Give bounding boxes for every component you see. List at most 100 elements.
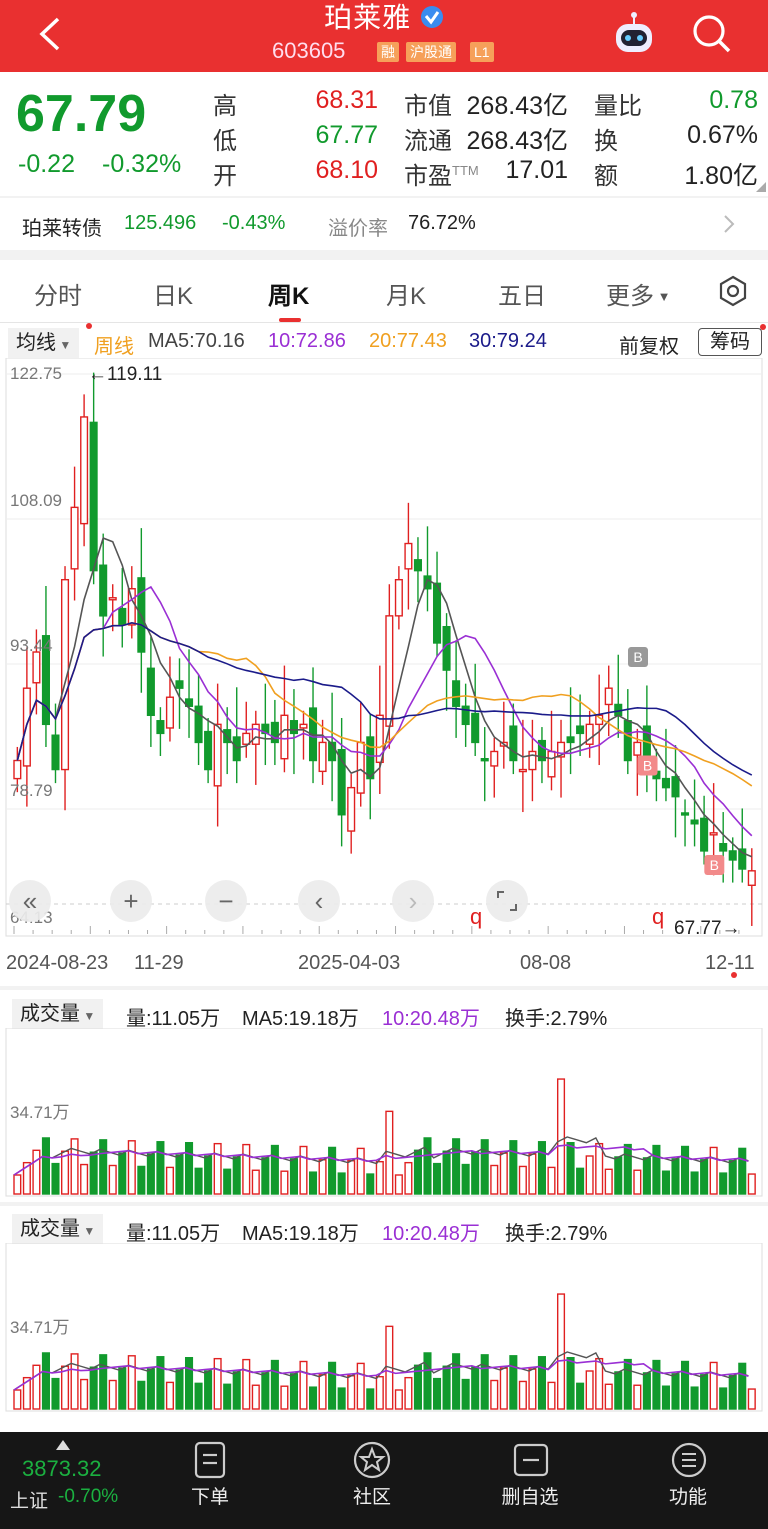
volume-bar (13, 1174, 22, 1195)
candle-body (299, 723, 308, 729)
volume-y-label: 34.71万 (10, 1318, 70, 1337)
volume-bar (499, 1152, 508, 1195)
tab-monthly-k[interactable]: 月K (386, 283, 427, 310)
candle-body (70, 506, 79, 570)
chips-button[interactable]: 筹码 (698, 328, 762, 356)
volume-bar (80, 1163, 89, 1195)
volume-bar (480, 1139, 489, 1195)
verified-icon (420, 6, 443, 28)
scroll-start-button[interactable]: « (9, 880, 51, 922)
candle-body (89, 421, 98, 572)
scroll-right-button[interactable]: › (392, 880, 434, 922)
pe-label: 市盈TTM (404, 156, 479, 191)
nav-community[interactable]: 社区 (352, 1487, 391, 1508)
level-tag: L1 (470, 42, 494, 62)
volume-bar (175, 1154, 184, 1195)
volume-bar (137, 1380, 146, 1410)
volume-ma10-line (13, 1144, 749, 1176)
y-label-3: 93.44 (10, 636, 53, 655)
volume-bar (165, 1166, 174, 1195)
back-icon[interactable] (36, 16, 64, 52)
settings-hexagon-icon[interactable] (716, 274, 750, 308)
turnover-rate: 换手:2.79% (505, 1223, 608, 1245)
volume-bar (518, 1165, 527, 1195)
volume-bar (595, 1357, 604, 1410)
volume-bar (509, 1355, 518, 1410)
remove-watchlist-icon[interactable] (512, 1442, 550, 1478)
candle-body (204, 730, 213, 771)
order-icon[interactable] (192, 1440, 228, 1480)
ma10-line (16, 585, 753, 837)
buy-marker-label: B (710, 857, 719, 873)
candle-body (690, 819, 699, 825)
candle-body (289, 720, 298, 735)
volume-bar (156, 1356, 165, 1410)
candle-body (661, 777, 670, 789)
volume-bar (680, 1145, 690, 1195)
volume-chart-2[interactable] (0, 1243, 768, 1413)
volume-bar (442, 1365, 451, 1410)
volume-bar (642, 1372, 651, 1410)
volume-bar (289, 1158, 298, 1195)
candle-body (490, 750, 499, 767)
nav-order[interactable]: 下单 (190, 1487, 229, 1508)
volume-dropdown-label: 成交量 (20, 1003, 80, 1025)
period-label: 周线 (94, 336, 134, 358)
index-value[interactable]: 3873.32 (22, 1456, 102, 1481)
candle-body (347, 786, 356, 832)
candle-body (604, 687, 613, 706)
volume-bar (337, 1172, 346, 1195)
candle-body (566, 736, 575, 744)
zoom-in-button[interactable]: + (110, 880, 152, 922)
fullscreen-button[interactable] (486, 880, 528, 922)
volume-bar (80, 1378, 89, 1410)
volume-ma5: MA5:19.18万 (242, 1223, 359, 1245)
volume-bar (270, 1359, 279, 1410)
volume-bar (709, 1146, 718, 1195)
tab-weekly-k[interactable]: 周K (268, 283, 310, 310)
nav-remove-watchlist[interactable]: 删自选 (501, 1487, 559, 1508)
scroll-left-button[interactable]: ‹ (298, 880, 340, 922)
robot-assistant-icon[interactable] (610, 10, 658, 58)
candle-body (671, 776, 680, 798)
candle-body (576, 725, 585, 735)
expand-corner-icon[interactable] (756, 182, 766, 192)
zoom-out-button[interactable]: − (205, 880, 247, 922)
volume-bar (480, 1354, 489, 1410)
convertible-bond-row[interactable]: 珀莱转债 125.496 -0.43% 溢价率 76.72% (0, 198, 768, 250)
volume-bar (366, 1388, 375, 1410)
volume-bar (556, 1078, 566, 1195)
candle-body (13, 759, 22, 780)
tab-intraday[interactable]: 分时 (34, 283, 82, 310)
tab-daily-k[interactable]: 日K (153, 283, 194, 310)
nav-function[interactable]: 功能 (668, 1487, 707, 1508)
candlestick-chart[interactable]: B B B (0, 358, 768, 940)
volume-dropdown-2[interactable]: 成交量 ▼ (12, 1214, 104, 1244)
volume-bar (118, 1367, 127, 1410)
volume-bar (499, 1367, 508, 1410)
volume-bar (127, 1140, 136, 1195)
community-icon[interactable] (352, 1440, 392, 1480)
volume-dropdown-1[interactable]: 成交量 ▼ (12, 999, 104, 1029)
volume-bar (242, 1143, 251, 1195)
fullscreen-icon (497, 891, 517, 911)
bottom-nav-bar: 3873.32 上证 -0.70% 下单 社区 删自选 功能 (0, 1432, 768, 1529)
volume-bar (32, 1149, 41, 1195)
volume-bar (633, 1169, 642, 1195)
candle-body (165, 696, 174, 729)
search-icon[interactable] (690, 12, 734, 56)
volume-bar (461, 1378, 470, 1410)
volume-bar (213, 1142, 222, 1195)
volume-bar (194, 1167, 203, 1195)
function-menu-icon[interactable] (670, 1440, 708, 1480)
adjust-mode[interactable]: 前复权 (619, 336, 679, 358)
candle-body (118, 607, 127, 626)
indicator-dropdown[interactable]: 均线 ▼ (8, 328, 80, 358)
y-label-top: 122.75 (10, 364, 62, 383)
volume-bar (680, 1360, 690, 1410)
volume-bar (213, 1357, 222, 1410)
volume-chart-1[interactable] (0, 1028, 768, 1198)
tab-more[interactable]: 更多 ▼ (606, 276, 670, 311)
tab-five-day[interactable]: 五日 (498, 283, 546, 310)
mktcap-label: 市值 (404, 93, 452, 120)
